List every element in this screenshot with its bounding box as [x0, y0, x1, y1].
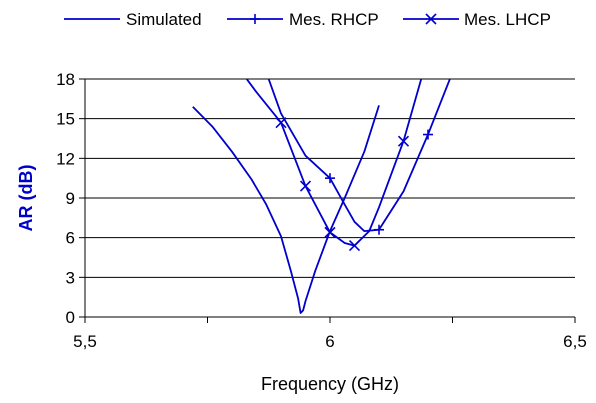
series-group [192, 79, 451, 314]
y-axis-label: AR (dB) [16, 165, 36, 232]
grid-lines [79, 78, 575, 318]
x-tick-label: 6,5 [563, 332, 587, 351]
legend-marker-2 [250, 14, 260, 24]
series-marker-2 [325, 173, 335, 184]
series-line-3 [245, 79, 423, 247]
series-marker-3 [397, 135, 410, 147]
legend-marker-3 [425, 13, 437, 25]
markers-group [275, 117, 433, 252]
y-tick-label: 9 [66, 189, 75, 208]
y-tick-label: 6 [66, 229, 75, 248]
y-tick-label: 3 [66, 268, 75, 287]
legend-label-2: Mes. RHCP [289, 10, 379, 29]
series-line-2 [267, 79, 451, 232]
series-line-1 [192, 105, 380, 314]
y-tick-label: 18 [56, 70, 75, 89]
legend-label-3: Mes. LHCP [464, 10, 551, 29]
legend-label-1: Simulated [126, 10, 202, 29]
y-tick-label: 0 [66, 308, 75, 327]
axes [84, 79, 576, 323]
x-tick-label: 5,5 [73, 332, 97, 351]
legend: Simulated Mes. RHCP Mes. LHCP [64, 10, 551, 29]
x-axis-label: Frequency (GHz) [261, 374, 399, 394]
y-tick-labels: 0 3 6 9 12 15 18 [56, 70, 75, 327]
series-marker-3 [324, 226, 336, 238]
series-marker-3 [299, 180, 312, 192]
series-marker-3 [348, 240, 361, 252]
series-marker-2 [423, 129, 433, 140]
x-tick-labels: 5,5 6 6,5 [73, 332, 587, 351]
y-tick-label: 12 [56, 149, 75, 168]
x-tick-label: 6 [325, 332, 334, 351]
series-marker-2 [374, 224, 384, 235]
y-tick-label: 15 [56, 110, 75, 129]
series-marker-3 [275, 117, 287, 129]
